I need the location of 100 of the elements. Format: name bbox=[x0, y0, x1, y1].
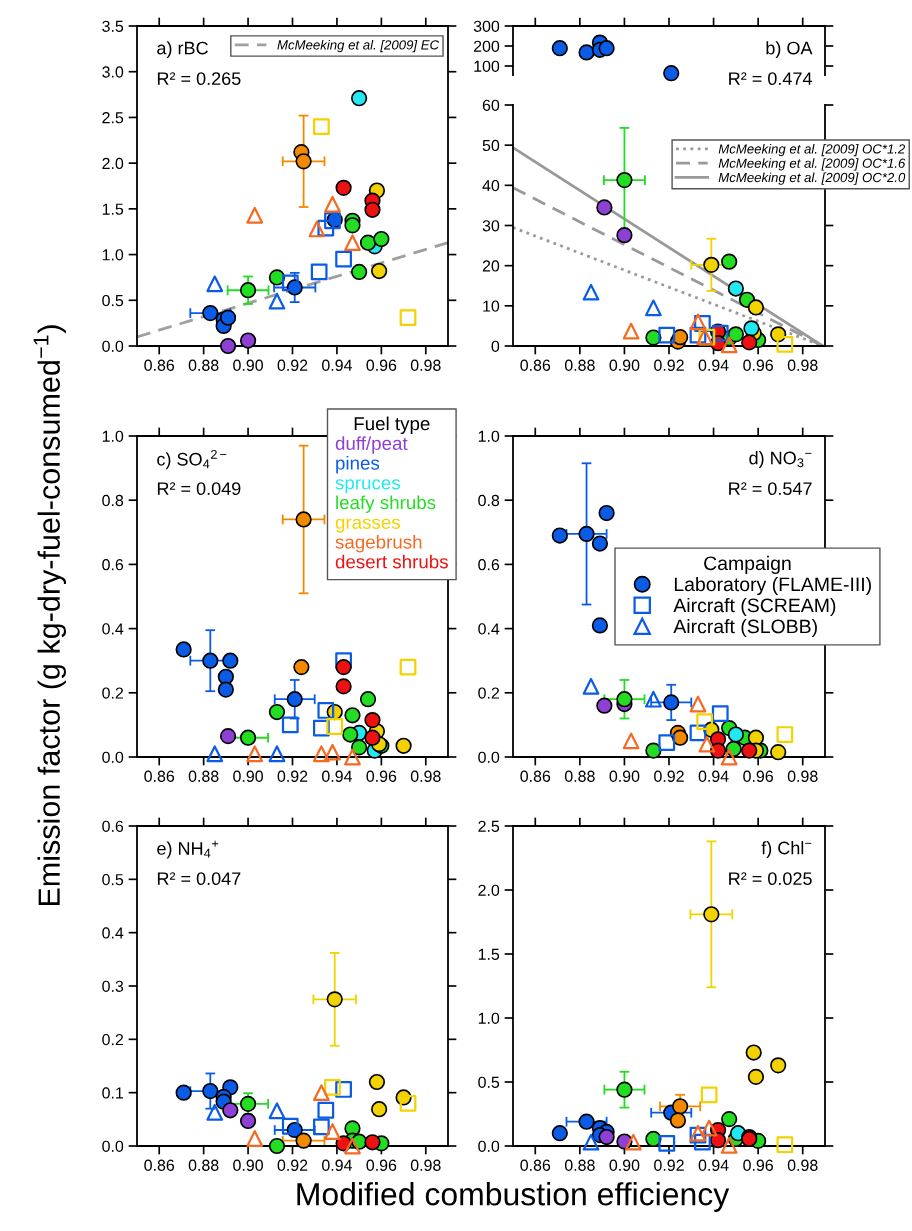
y-tick-label: 0.5 bbox=[102, 294, 124, 307]
x-tick-label: 0.94 bbox=[698, 770, 729, 782]
y-tick-label: 2.5 bbox=[478, 820, 500, 832]
y-tick-label: 200 bbox=[473, 40, 500, 52]
legend-label: leafy shrubs bbox=[336, 495, 436, 513]
y-tick-label: 0.4 bbox=[102, 927, 124, 939]
x-tick-label: 0.90 bbox=[233, 770, 263, 782]
annotation: a) rBC bbox=[157, 41, 208, 59]
legend-label: Aircraft (SLOBB) bbox=[673, 619, 817, 638]
x-tick-label: 0.88 bbox=[188, 1159, 219, 1171]
y-tick-label: 1.0 bbox=[102, 430, 124, 442]
y-tick-label: 2.5 bbox=[102, 112, 124, 124]
annotation: c) SO$_{4}$$^{2−}$ bbox=[157, 449, 227, 470]
annotation: R² = 0.547 bbox=[729, 482, 812, 496]
x-tick-label: 0.88 bbox=[188, 359, 219, 371]
annotation: d) NO$_{3}$$^{−}$ bbox=[749, 451, 812, 468]
text: pines bbox=[336, 455, 380, 474]
annotation: R² = 0.047 bbox=[157, 872, 241, 886]
x-tick-label: 0.94 bbox=[322, 359, 353, 371]
legend-title: Campaign bbox=[704, 555, 791, 574]
y-tick-label: 0.5 bbox=[102, 873, 124, 886]
x-tick-label: 0.98 bbox=[410, 1159, 441, 1171]
x-tick-label: 0.86 bbox=[144, 1159, 175, 1171]
y-tick-label: 0.2 bbox=[478, 687, 500, 699]
y-tick-label: 10 bbox=[483, 300, 500, 312]
y-tick-label: 0.0 bbox=[102, 340, 124, 352]
x-tick-label: 0.92 bbox=[277, 770, 308, 782]
y-tick-label: 0.4 bbox=[478, 623, 500, 635]
y-tick-label: 0 bbox=[491, 340, 500, 352]
y-tick-label: 40 bbox=[482, 179, 500, 192]
x-tick-label: 0.94 bbox=[698, 359, 729, 371]
legend-label: Aircraft (SCREAM) bbox=[673, 597, 836, 617]
y-tick-label: 100 bbox=[474, 60, 500, 72]
x-tick-label: 0.98 bbox=[410, 770, 441, 782]
y-tick-label: 2.0 bbox=[478, 884, 500, 896]
y-tick-label: 1.0 bbox=[478, 430, 500, 442]
annotation: R² = 0.049 bbox=[157, 482, 241, 496]
legend-label: desert shrubs bbox=[335, 554, 448, 569]
y-axis-title: Emission factor (g kg-dry-fuel-consumed$^{−1}$) bbox=[33, 325, 67, 906]
x-tick-label: 0.92 bbox=[277, 359, 308, 371]
legend-title: Fuel type bbox=[354, 416, 430, 435]
y-tick-label: 0.6 bbox=[102, 559, 124, 571]
y-tick-label: 0.8 bbox=[478, 494, 500, 507]
x-tick-label: 0.92 bbox=[654, 770, 684, 782]
x-tick-label: 0.86 bbox=[520, 770, 551, 782]
annotation: e) NH$_{4}$$^{+}$ bbox=[157, 840, 219, 859]
x-tick-label: 0.98 bbox=[410, 359, 441, 371]
y-tick-label: 0.3 bbox=[102, 980, 124, 992]
x-tick-label: 0.96 bbox=[743, 770, 773, 782]
x-tick-label: 0.86 bbox=[520, 1159, 551, 1171]
y-tick-label: 0.2 bbox=[102, 687, 124, 699]
x-tick-label: 0.86 bbox=[144, 359, 175, 371]
y-tick-label: 2.0 bbox=[102, 157, 124, 170]
x-tick-label: 0.88 bbox=[564, 770, 595, 782]
y-tick-label: 0.6 bbox=[478, 559, 500, 571]
y-tick-label: 1.5 bbox=[102, 203, 124, 215]
text: grasses bbox=[335, 518, 400, 533]
y-tick-label: 1.0 bbox=[102, 249, 124, 261]
legend-label: McMeeking et al. [2009] OC*1.6 bbox=[718, 158, 906, 171]
text: spruces bbox=[335, 479, 400, 494]
x-tick-label: 0.96 bbox=[366, 770, 397, 782]
x-tick-label: 0.86 bbox=[144, 770, 175, 782]
x-tick-label: 0.94 bbox=[322, 770, 353, 782]
x-tick-label: 0.96 bbox=[366, 359, 397, 371]
y-tick-label: 0.8 bbox=[102, 494, 124, 507]
y-tick-label: 3.0 bbox=[102, 66, 124, 78]
legend-label: duff/peat bbox=[335, 436, 408, 454]
y-tick-label: 0.4 bbox=[102, 623, 124, 635]
y-tick-label: 0.0 bbox=[478, 1140, 500, 1152]
x-tick-label: 0.92 bbox=[654, 1159, 684, 1171]
x-tick-label: 0.94 bbox=[322, 1159, 353, 1171]
y-tick-label: 1.0 bbox=[478, 1012, 500, 1024]
annotation: R² = 0.025 bbox=[729, 872, 812, 886]
y-tick-label: 60 bbox=[482, 99, 500, 111]
x-tick-label: 0.98 bbox=[787, 1159, 818, 1171]
text: sagebrush bbox=[335, 534, 422, 553]
y-tick-label: 0.0 bbox=[102, 1140, 124, 1152]
x-tick-label: 0.90 bbox=[233, 1159, 263, 1171]
x-axis-title: Modified combustion efficiency bbox=[297, 1182, 730, 1212]
x-tick-label: 0.86 bbox=[520, 359, 551, 371]
annotation: R² = 0.265 bbox=[157, 72, 241, 86]
y-tick-label: 0.5 bbox=[478, 1076, 500, 1088]
x-tick-label: 0.98 bbox=[787, 770, 818, 782]
legend-label: McMeeking et al. [2009] OC*2.0 bbox=[718, 172, 906, 185]
x-tick-label: 0.90 bbox=[233, 359, 263, 371]
x-tick-label: 0.92 bbox=[277, 1159, 308, 1171]
x-tick-label: 0.88 bbox=[188, 770, 219, 782]
y-tick-label: 300 bbox=[473, 20, 500, 32]
annotation: f) Chl$^{−}$ bbox=[761, 841, 812, 858]
x-tick-label: 0.98 bbox=[787, 359, 818, 371]
annotation: R² = 0.474 bbox=[729, 72, 812, 86]
x-tick-label: 0.96 bbox=[743, 359, 773, 371]
y-tick-label: 0.0 bbox=[102, 751, 124, 763]
y-tick-label: 1.5 bbox=[478, 948, 500, 960]
x-tick-label: 0.90 bbox=[609, 359, 640, 371]
y-tick-label: 3.5 bbox=[102, 20, 124, 32]
y-tick-label: 20 bbox=[482, 260, 500, 272]
y-tick-label: 0.0 bbox=[478, 751, 500, 763]
legend-label: McMeeking et al. [2009] OC*1.2 bbox=[718, 143, 906, 157]
x-tick-label: 0.96 bbox=[743, 1159, 773, 1171]
